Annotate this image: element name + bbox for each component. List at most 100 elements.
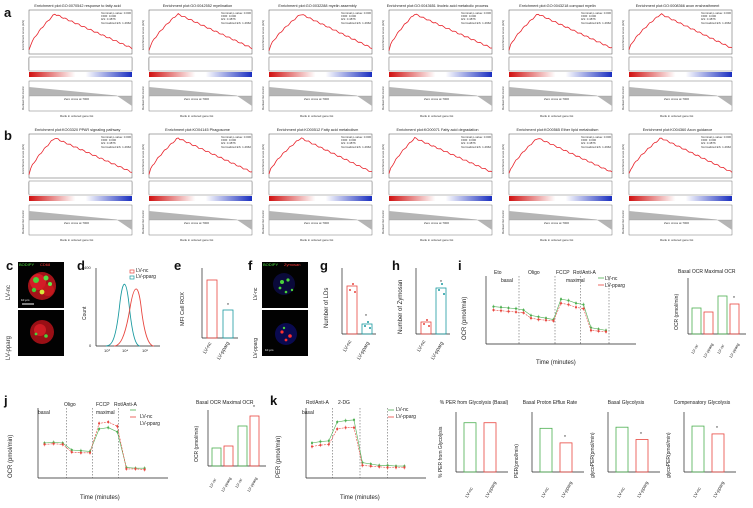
rank-gradient xyxy=(269,72,372,77)
gsea-title: Enrichment plot:GO:0043651 linoleic acid… xyxy=(386,4,489,8)
rank-gradient xyxy=(149,196,252,201)
gsea-stat-line: Normalized ES: 1.4962 xyxy=(461,144,491,149)
gsea-plot: Enrichment plot:GO:0043218 compact myeli… xyxy=(501,4,613,128)
gsea-stats: Nominal p-value: 0.000 FDR: 0.000 ES: 0.48… xyxy=(581,11,611,25)
group-e-lv-pparg: LV-pparg xyxy=(216,340,232,361)
ranked-metric-area xyxy=(509,87,612,106)
ranked-metric-area xyxy=(629,87,732,106)
y-tick-d-400: 400 xyxy=(84,265,91,270)
ranked-axis-label: Ranked list metric xyxy=(21,86,25,110)
gsea-stat-line: Normalized ES: 1.4962 xyxy=(341,144,371,149)
ranked-metric-area xyxy=(629,211,732,230)
es-axis-label: Enrichment score (ES) xyxy=(381,19,385,50)
rank-gradient xyxy=(629,72,732,77)
gsea-stat-line: ES: 0.4876 xyxy=(221,17,236,22)
gsea-stats: Nominal p-value: 0.000 FDR: 0.000 ES: 0.48… xyxy=(461,135,491,149)
gsea-stat-line: ES: 0.4876 xyxy=(581,141,596,146)
k-bar-star: * xyxy=(716,425,718,432)
es-axis-label: Enrichment score (ES) xyxy=(141,143,145,174)
legend-i-pparg: LV-pparg xyxy=(605,283,625,289)
panel-label-k: k xyxy=(270,393,278,408)
row-label-lv-pparg: LV-pparg xyxy=(6,336,12,360)
gsea-title: Enrichment plot:KO00565 Ether lipid meta… xyxy=(516,128,599,132)
y-label-i-bar: OCR (pmol/min) xyxy=(674,293,680,330)
gsea-x-label: Rank in ordered gene list xyxy=(300,238,334,242)
es-axis-label: Enrichment score (ES) xyxy=(621,19,625,50)
gsea-stats: Nominal p-value: 0.000 FDR: 0.000 ES: 0.48… xyxy=(461,11,491,25)
k-bar-lv-nc xyxy=(463,422,477,473)
seahorse-series xyxy=(311,419,405,467)
gsea-x-label: Rank in ordered gene list xyxy=(540,238,574,242)
gsea-stat-line: Nominal p-value: 0.000 xyxy=(101,11,131,15)
k-bar-group-label: LV-pparg xyxy=(636,480,650,499)
star-i: * xyxy=(733,296,735,302)
gsea-stat-line: FDR: 0.000 xyxy=(701,138,717,143)
bar-chart-i xyxy=(687,278,746,335)
gsea-title: Enrichment plot:KO04145 Phagosome xyxy=(165,128,230,132)
gsea-stat-line: FDR: 0.000 xyxy=(101,138,117,143)
micrograph-c-top: BODIPY CD68 10 μm xyxy=(18,262,64,308)
gsea-plot: Enrichment plot:GO:0042552 myelination No… xyxy=(141,4,253,128)
gsea-stat-line: Nominal p-value: 0.000 xyxy=(581,135,611,139)
group-j-0: LV-nc xyxy=(208,477,218,489)
panel-label-f: f xyxy=(248,258,253,273)
k-bar-group-label: LV-nc xyxy=(616,486,626,499)
k-bar-group-label: LV-pparg xyxy=(484,480,498,499)
gsea-stat-line: Normalized ES: 1.4962 xyxy=(101,20,131,25)
k-bar-group-label: LV-nc xyxy=(464,486,474,499)
k-bar-group-label: LV-nc xyxy=(540,486,550,499)
panel-label-i: i xyxy=(458,258,462,273)
gsea-stat-line: FDR: 0.000 xyxy=(581,14,597,19)
gsea-plot: Enrichment plot:KO03320 PPAR signaling p… xyxy=(21,128,133,252)
y-label-d: Count xyxy=(82,306,88,320)
annot-j-maximal: maximal xyxy=(96,410,115,416)
es-axis-label: Enrichment score (ES) xyxy=(501,143,505,174)
panel-label-j: j xyxy=(4,393,8,408)
bar-chart-e xyxy=(201,268,238,339)
legend-k-nc: LV-nc xyxy=(396,407,409,413)
micrograph-f-bottom: 10 μm xyxy=(262,310,308,356)
histogram-d xyxy=(95,268,160,347)
annot-i-basal: basal xyxy=(501,278,513,284)
gsea-stat-line: Nominal p-value: 0.000 xyxy=(461,135,491,139)
stain-label-f-bodipy: BODIPY xyxy=(263,262,279,267)
star-g: * xyxy=(365,314,367,320)
k-bar-star: * xyxy=(640,431,642,438)
annot-j-rot: Rot/Anti-A xyxy=(114,402,137,408)
star-h: * xyxy=(440,280,442,286)
legend-j-pparg: LV-pparg xyxy=(140,421,160,427)
gsea-x-label: Rank in ordered gene list xyxy=(540,114,574,118)
gsea-title: Enrichment plot:GO:0043218 compact myeli… xyxy=(519,4,596,8)
rank-gradient xyxy=(509,72,612,77)
gsea-plot: Enrichment plot:GO:0008366 axon ensheath… xyxy=(621,4,733,128)
gsea-plot: Enrichment plot:KO00071 Fatty acid degra… xyxy=(381,128,493,252)
bar-h-lv-pparg xyxy=(435,287,447,335)
y-label-j: OCR (pmol/min) xyxy=(8,434,14,478)
gsea-stat-line: Nominal p-value: 0.000 xyxy=(341,11,371,15)
ranked-metric-area xyxy=(509,211,612,230)
bar-j-basal-pparg xyxy=(223,445,234,467)
seahorse-series xyxy=(493,302,607,333)
es-curve xyxy=(388,13,493,51)
y-tick-d-0: 0 xyxy=(89,343,92,348)
k-bar-title: % PER from Glycolysis (Basal) xyxy=(439,400,509,406)
zero-cross-label: Zero cross at 7000 xyxy=(424,221,450,225)
es-axis-label: Enrichment score (ES) xyxy=(621,143,625,174)
es-curve xyxy=(268,14,373,51)
seahorse-line-j xyxy=(37,408,168,479)
gsea-plot: Enrichment plot:KO00565 Ether lipid meta… xyxy=(501,128,613,252)
group-e-lv-nc: LV-nc xyxy=(202,341,214,355)
annot-k-basal: basal xyxy=(302,410,314,416)
bar-h-lv-nc xyxy=(420,321,432,335)
panel-label-a: a xyxy=(4,5,12,20)
gsea-stat-line: FDR: 0.000 xyxy=(701,14,717,19)
annot-i-fccp: FCCP xyxy=(556,270,570,276)
zero-cross-label: Zero cross at 7000 xyxy=(544,97,570,101)
zero-cross-label: Zero cross at 7000 xyxy=(544,221,570,225)
k-bar-chart: Basal Proton Efflux Rate * PER(pmol/min) LV… xyxy=(512,400,588,504)
gsea-stat-line: Nominal p-value: 0.000 xyxy=(581,11,611,15)
k-bar-y-label: glycoPER(pmol/min) xyxy=(666,432,672,478)
bar-e-lv-pparg xyxy=(222,309,234,339)
annot-j-oligo: Oligo xyxy=(64,402,76,408)
panel-label-b: b xyxy=(4,128,12,143)
